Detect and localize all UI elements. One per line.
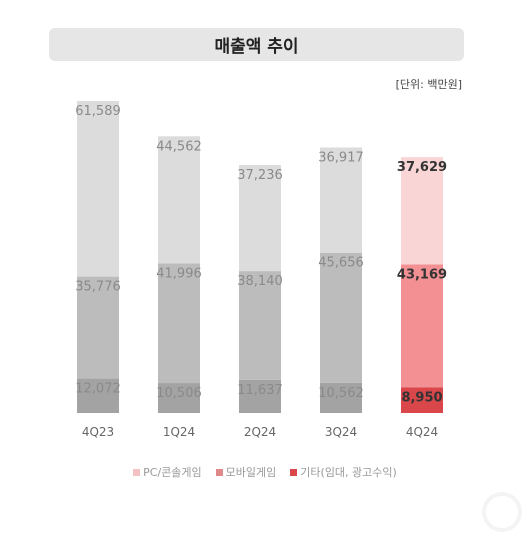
bar-4Q24-series-0 [401,387,443,413]
x-tick-label-1Q24: 1Q24 [163,425,195,439]
legend-label-mobile: 모바일게임 [225,466,277,479]
bar-3Q24-series-2 [320,147,362,253]
x-tick-label-2Q24: 2Q24 [244,425,276,439]
value-label-1Q24-series-0: 10,506 [156,386,202,401]
legend-swatch-pc-console [133,468,141,476]
bar-2Q24-series-1 [239,271,281,380]
value-label-4Q24-series-0: 8,950 [401,390,442,405]
bar-3Q24-series-0 [320,382,362,413]
stacked-bar-chart: 12,072 35,776 61,589 4Q23 10,506 41,996 44,562… [75,101,447,439]
value-label-3Q24-series-1: 45,656 [318,256,364,271]
value-label-4Q23-series-0: 12,072 [75,382,121,397]
legend-swatch-other [290,468,298,476]
value-label-2Q24-series-0: 11,637 [237,383,283,398]
bar-4Q24-series-2 [401,157,443,265]
value-label-2Q24-series-1: 38,140 [237,274,283,289]
legend-item-mobile: 모바일게임 [215,464,277,480]
bar-1Q24-series-2 [158,136,200,264]
x-tick-label-4Q23: 4Q23 [82,425,114,439]
value-label-1Q24-series-2: 44,562 [156,139,202,154]
bar-4Q23-series-2 [77,101,119,277]
title-bar: 매출액 추이 [49,28,464,61]
value-label-1Q24-series-1: 41,996 [156,266,202,281]
legend-swatch-mobile [215,468,223,476]
bar-4Q24-series-1 [401,264,443,388]
legend: PC/콘솔게임 모바일게임 기타(임대, 광고수익) [0,464,530,480]
value-label-3Q24-series-2: 36,917 [318,150,364,165]
watermark-circle-icon [482,492,522,532]
value-label-4Q23-series-1: 35,776 [75,280,121,295]
value-label-4Q23-series-2: 61,589 [75,104,121,119]
bar-2Q24-series-2 [239,164,281,272]
bar-1Q24-series-0 [158,383,200,413]
x-tick-label-3Q24: 3Q24 [325,425,357,439]
bar-1Q24-series-1 [158,263,200,384]
bar-2Q24-series-0 [239,379,281,413]
chart-title: 매출액 추이 [214,37,299,57]
legend-item-pc-console: PC/콘솔게임 [133,464,202,480]
bar-4Q23-series-1 [77,276,119,379]
legend-label-other: 기타(임대, 광고수익) [300,466,397,479]
legend-item-other: 기타(임대, 광고수익) [290,464,397,480]
bar-3Q24-series-1 [320,252,362,383]
bar-4Q23-series-0 [77,378,119,413]
value-label-4Q24-series-2: 37,629 [397,160,447,175]
value-label-3Q24-series-0: 10,562 [318,386,364,401]
legend-label-pc-console: PC/콘솔게임 [143,466,202,479]
value-label-4Q24-series-1: 43,169 [397,267,447,282]
watermark-logo [372,490,522,538]
value-label-2Q24-series-2: 37,236 [237,168,283,183]
x-tick-label-4Q24: 4Q24 [406,425,438,439]
unit-label: [단위: 백만원] [395,78,462,91]
